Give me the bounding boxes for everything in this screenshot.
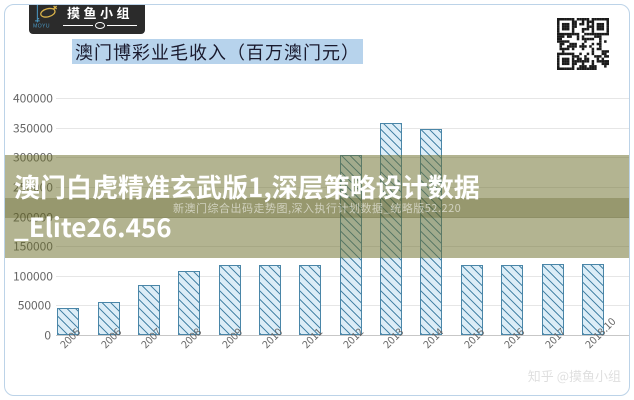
svg-text:MOYU: MOYU: [33, 23, 50, 29]
